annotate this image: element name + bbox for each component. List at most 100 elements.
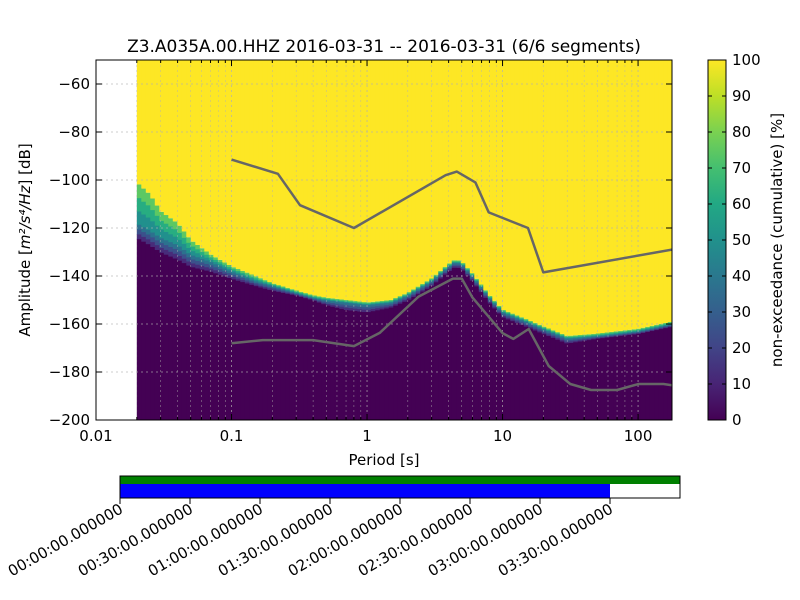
heatmap-cell (222, 268, 228, 272)
heatmap-cell (271, 287, 277, 290)
y-tick-label: −140 (49, 267, 90, 285)
heatmap-cell (573, 341, 579, 420)
heatmap-cell (258, 282, 264, 285)
heatmap-cell (663, 326, 669, 328)
heatmap-cell (145, 204, 151, 218)
heatmap-cell (465, 275, 471, 420)
heatmap-cell (577, 338, 583, 341)
heatmap-cell (240, 272, 246, 275)
heatmap-cell (406, 296, 412, 299)
heatmap-cell (541, 328, 547, 330)
heatmap-cell (370, 301, 376, 303)
heatmap-cell (456, 261, 462, 264)
heatmap-cell (217, 265, 223, 270)
heatmap-cell (253, 285, 259, 420)
heatmap-cell (510, 317, 516, 320)
heatmap-cell (303, 295, 309, 297)
heatmap-cell (618, 330, 624, 333)
heatmap-cell (487, 303, 493, 420)
heatmap-cell (348, 302, 354, 306)
heatmap-cell (357, 306, 363, 310)
heatmap-cell (447, 267, 453, 270)
heatmap-cell (325, 60, 331, 298)
heatmap-cell (267, 283, 273, 286)
heatmap-cell (280, 290, 286, 292)
heatmap-cell (186, 237, 192, 243)
heatmap-cell (636, 329, 642, 331)
heatmap-cell (267, 282, 273, 285)
heatmap-cell (253, 280, 259, 283)
heatmap-cell (366, 303, 372, 306)
heatmap-cell (402, 301, 408, 420)
heatmap-cell (271, 290, 277, 420)
heatmap-cell (532, 60, 538, 323)
heatmap-cell (631, 330, 637, 333)
heatmap-cell (159, 237, 165, 244)
heatmap-cell (141, 231, 147, 237)
heatmap-cell (649, 329, 655, 331)
heatmap-cell (600, 337, 606, 420)
heatmap-cell (663, 60, 669, 323)
heatmap-cell (667, 60, 672, 323)
heatmap-cell (145, 229, 151, 235)
heatmap-cell (159, 242, 165, 248)
heatmap-cell (204, 266, 210, 271)
heatmap-cell (645, 329, 651, 332)
heatmap-cell (343, 302, 349, 306)
heatmap-cell (303, 297, 309, 420)
heatmap-cell (487, 301, 493, 304)
heatmap-cell (537, 326, 543, 328)
heatmap-cell (568, 342, 574, 420)
heatmap-cell (568, 337, 574, 339)
heatmap-cell (186, 60, 192, 238)
heatmap-cell (451, 261, 457, 264)
timeline-tick-label: 01:00:00.000000 (145, 500, 266, 580)
heatmap-cell (348, 305, 354, 309)
heatmap-cell (339, 301, 345, 305)
heatmap-cell (325, 303, 331, 306)
heatmap-cell (492, 300, 498, 303)
heatmap-cell (582, 340, 588, 420)
noise-model-high (231, 158, 672, 274)
heatmap-cell (357, 308, 363, 312)
heatmap-cell (550, 337, 556, 420)
heatmap-cell (622, 331, 628, 334)
y-tick-label: −180 (49, 363, 90, 381)
heatmap-cell (208, 268, 214, 272)
y-tick-label: −100 (49, 171, 90, 189)
heatmap-cell (555, 339, 561, 420)
heatmap-cell (406, 292, 412, 294)
heatmap-cell (483, 60, 489, 291)
heatmap-cell (483, 291, 489, 294)
heatmap-cell (600, 333, 606, 335)
heatmap-cell (618, 60, 624, 331)
heatmap-cell (640, 328, 646, 330)
heatmap-cell (388, 300, 394, 302)
heatmap-cell (604, 336, 610, 338)
heatmap-cell (631, 332, 637, 334)
heatmap-cell (190, 263, 196, 268)
heatmap-cell (267, 286, 273, 289)
heatmap-cell (420, 291, 426, 420)
heatmap-cell (528, 324, 534, 327)
heatmap-cell (141, 226, 147, 233)
heatmap-cell (316, 296, 322, 298)
heatmap-cell (411, 290, 417, 292)
heatmap-cell (537, 331, 543, 420)
heatmap-cell (348, 300, 354, 302)
heatmap-cell (478, 286, 484, 289)
heatmap-cell (483, 291, 489, 293)
heatmap-cell (447, 263, 453, 265)
heatmap-cell (361, 302, 367, 305)
heatmap-cell (379, 308, 385, 420)
y-tick-label: −60 (58, 75, 90, 93)
heatmap-cell (204, 270, 210, 420)
heatmap-cell (550, 331, 556, 333)
heatmap-cell (285, 60, 291, 288)
heatmap-cell (577, 337, 583, 340)
heatmap-cell (546, 332, 552, 335)
heatmap-cell (645, 330, 651, 332)
heatmap-cell (577, 341, 583, 420)
heatmap-cell (168, 218, 174, 227)
heatmap-cell (181, 243, 187, 250)
